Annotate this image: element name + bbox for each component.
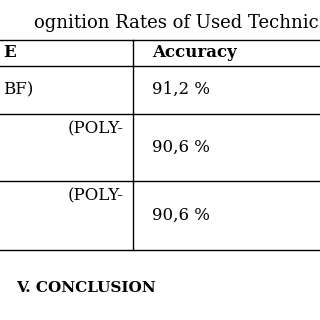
Text: E: E <box>3 44 16 61</box>
Text: (POLY-: (POLY- <box>67 187 123 204</box>
Text: (POLY-: (POLY- <box>67 120 123 137</box>
Text: 90,6 %: 90,6 % <box>152 139 210 156</box>
Text: V. CONCLUSION: V. CONCLUSION <box>16 281 156 295</box>
Text: 90,6 %: 90,6 % <box>152 207 210 224</box>
Text: Accuracy: Accuracy <box>152 44 237 61</box>
Text: 91,2 %: 91,2 % <box>152 81 210 98</box>
Text: ognition Rates of Used Technic: ognition Rates of Used Technic <box>34 14 318 32</box>
Text: BF): BF) <box>3 81 34 98</box>
